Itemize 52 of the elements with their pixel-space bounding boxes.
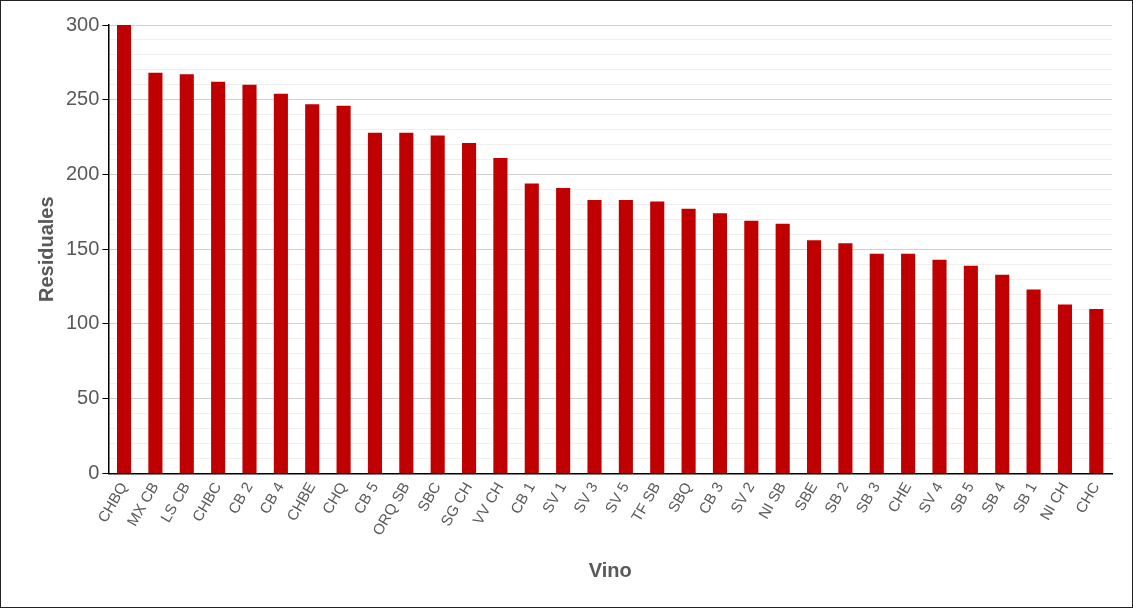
y-tick-label: 50 <box>77 386 100 409</box>
bar <box>932 259 947 473</box>
bar <box>901 253 916 473</box>
bar <box>493 158 508 473</box>
bar <box>650 201 665 473</box>
bar <box>273 93 288 473</box>
bar <box>367 132 383 473</box>
x-tick-label: SB 3 <box>851 479 883 516</box>
bar <box>618 199 633 473</box>
x-tick-label: CB 1 <box>506 479 538 517</box>
x-tick-label: SV 1 <box>538 479 570 516</box>
bar <box>838 243 853 473</box>
x-tick-label: CB 4 <box>255 479 288 517</box>
bar <box>869 253 884 473</box>
bar <box>116 25 132 473</box>
bar <box>1026 289 1041 473</box>
x-tick-label: SV 4 <box>914 479 946 516</box>
y-tick-label: 300 <box>65 12 100 35</box>
bar <box>744 220 759 473</box>
x-tick-label: CB 2 <box>224 479 256 517</box>
bar <box>524 183 539 473</box>
bar <box>242 84 257 473</box>
bar <box>336 105 351 473</box>
bar <box>587 199 602 473</box>
bar <box>430 135 445 473</box>
bar <box>712 213 728 473</box>
bar <box>1089 309 1104 473</box>
bar <box>775 223 790 473</box>
bar <box>806 240 822 473</box>
bar <box>179 74 194 473</box>
x-tick-label: SB 2 <box>820 479 852 516</box>
y-tick-label: 200 <box>65 162 100 185</box>
x-tick-label: SB 5 <box>946 479 978 516</box>
x-axis-title: Vino <box>588 558 632 581</box>
x-tick-label: CB 3 <box>694 479 727 517</box>
y-tick-label: 100 <box>65 311 100 334</box>
bar <box>305 104 320 473</box>
x-tick-label: SV 3 <box>569 479 601 516</box>
bar <box>963 265 978 473</box>
bar <box>681 208 696 473</box>
bar <box>211 81 226 473</box>
bar <box>995 274 1010 473</box>
bar <box>461 143 477 473</box>
y-tick-label: 0 <box>88 460 100 483</box>
bar <box>148 72 163 473</box>
bar <box>399 132 414 473</box>
y-tick-label: 250 <box>65 87 100 110</box>
y-tick-label: 150 <box>65 236 100 259</box>
bar <box>1057 304 1073 473</box>
bar <box>556 187 571 473</box>
x-tick-label: SB 4 <box>977 479 1009 516</box>
y-axis-title: Residuales <box>34 196 57 303</box>
